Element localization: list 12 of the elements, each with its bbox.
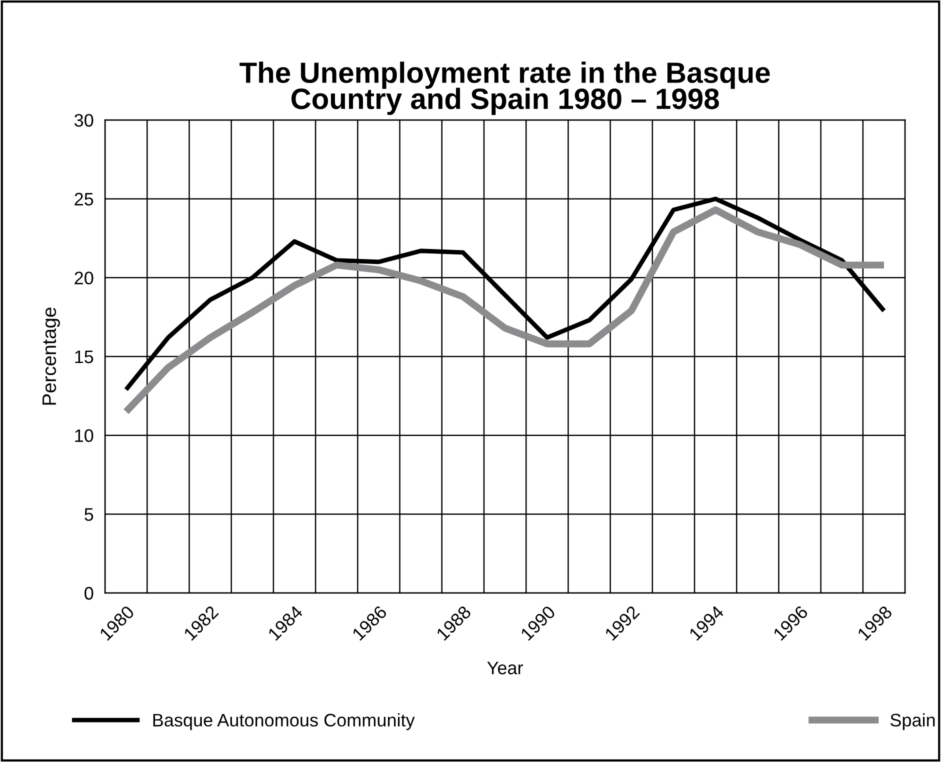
y-axis-title: Percentage [42,308,60,405]
chart-title: The Unemployment rate in the Basque Country and Spain 1980 – 1998 [240,62,770,115]
y-tick-label: 15 [75,350,94,364]
y-tick-label: 0 [84,586,94,600]
y-tick-label: 10 [75,429,94,442]
y-tick-label: 20 [74,272,94,284]
y-tick-label: 25 [74,192,94,206]
legend-label: Basque Autonomous Community [153,713,415,730]
y-tick-label: 30 [74,114,94,127]
y-tick-label: 5 [84,508,94,521]
x-axis-title: Year [487,662,523,674]
legend-label: Spain [890,713,935,730]
